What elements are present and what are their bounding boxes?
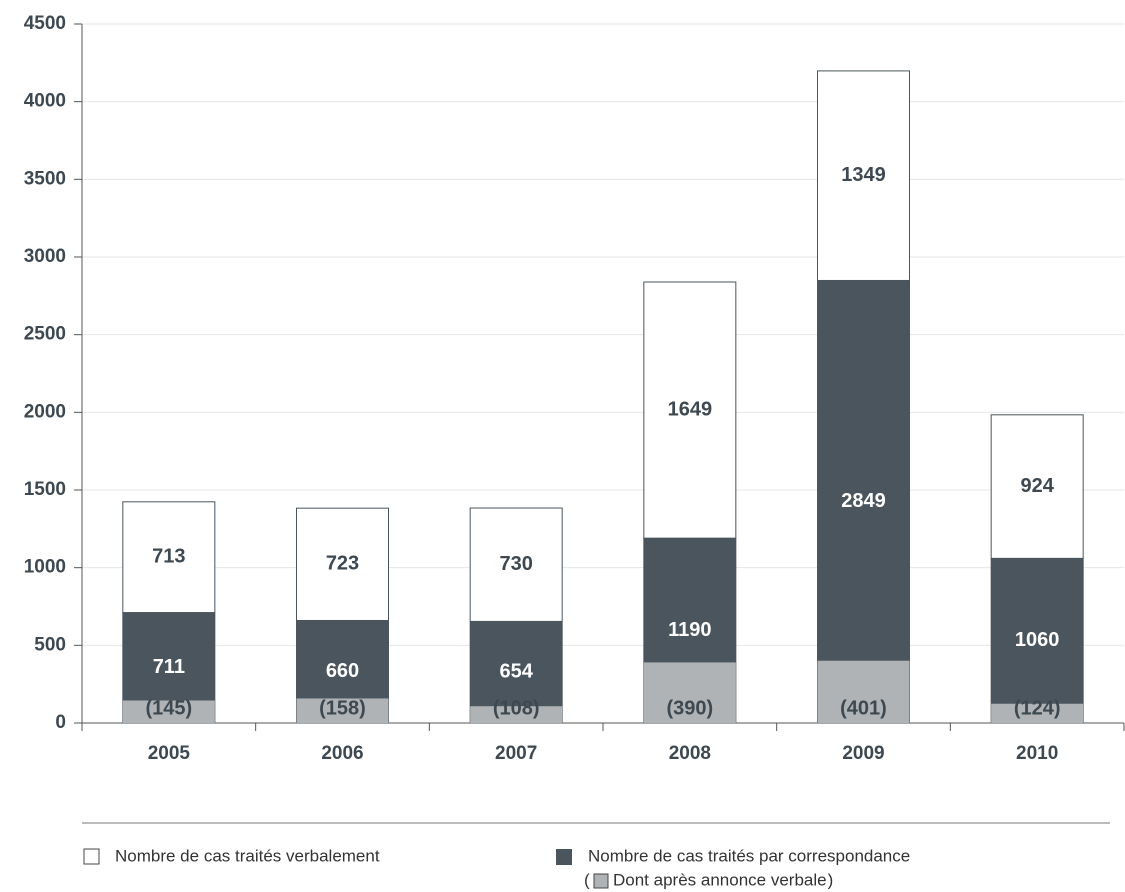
value-label: 924: [1020, 475, 1054, 497]
bar-overlay: [470, 706, 563, 723]
x-tick-label: 2010: [1016, 743, 1058, 764]
bar-overlay: [817, 660, 910, 723]
y-tick-label: 1500: [24, 479, 66, 500]
x-tick-label: 2007: [495, 743, 537, 764]
y-tick-label: 4500: [24, 13, 66, 34]
value-label: (145): [145, 697, 192, 719]
value-label: 2849: [841, 490, 886, 512]
y-tick-label: 3000: [24, 246, 66, 267]
value-label: 723: [326, 553, 359, 575]
legend-bracket: ): [828, 870, 834, 889]
x-tick-label: 2005: [148, 743, 191, 764]
bar-segment: [817, 279, 910, 724]
bar-segment: [817, 70, 910, 281]
bar-overlay: [296, 698, 389, 723]
value-label: (401): [840, 697, 887, 719]
legend-label: Nombre de cas traités par correspondance: [588, 846, 910, 865]
y-tick-label: 4000: [24, 91, 66, 112]
bar-overlay: [991, 703, 1084, 723]
y-tick-label: 2000: [24, 401, 66, 422]
y-tick-label: 2500: [24, 324, 66, 345]
x-tick-label: 2009: [842, 743, 884, 764]
value-label: (124): [1014, 697, 1061, 719]
legend-label: Dont après annonce verbale: [613, 870, 827, 889]
bar-segment: [469, 507, 563, 622]
bar-segment: [296, 507, 389, 621]
value-label: (158): [319, 697, 366, 719]
legend-swatch: [593, 873, 609, 889]
bar-overlay: [122, 700, 215, 723]
x-tick-label: 2008: [669, 743, 711, 764]
legend-swatch: [83, 848, 100, 865]
value-label: 1060: [1015, 629, 1060, 651]
x-tick-label: 2006: [321, 743, 363, 764]
bar-overlay: [643, 662, 736, 723]
value-label: 713: [152, 545, 185, 567]
y-tick-label: 0: [55, 712, 66, 733]
bar-segment: [990, 414, 1084, 559]
value-label: (390): [666, 697, 713, 719]
value-label: 711: [153, 656, 185, 678]
y-tick-label: 3500: [24, 168, 66, 189]
legend-swatch: [556, 849, 572, 865]
bar-segment: [469, 620, 563, 724]
value-label: 1649: [668, 398, 713, 420]
legend-label: Nombre de cas traités verbalement: [115, 846, 380, 865]
value-label: 1190: [668, 619, 711, 641]
bar-segment: [122, 501, 216, 614]
legend-bracket: (: [584, 870, 590, 889]
bar-segment: [643, 281, 737, 539]
value-label: 1349: [841, 164, 886, 186]
value-label: (108): [493, 697, 540, 719]
value-label: 730: [499, 553, 532, 575]
y-tick-label: 500: [34, 634, 66, 655]
value-label: 660: [326, 660, 359, 682]
value-label: 654: [499, 660, 533, 682]
y-tick-label: 1000: [24, 557, 66, 578]
